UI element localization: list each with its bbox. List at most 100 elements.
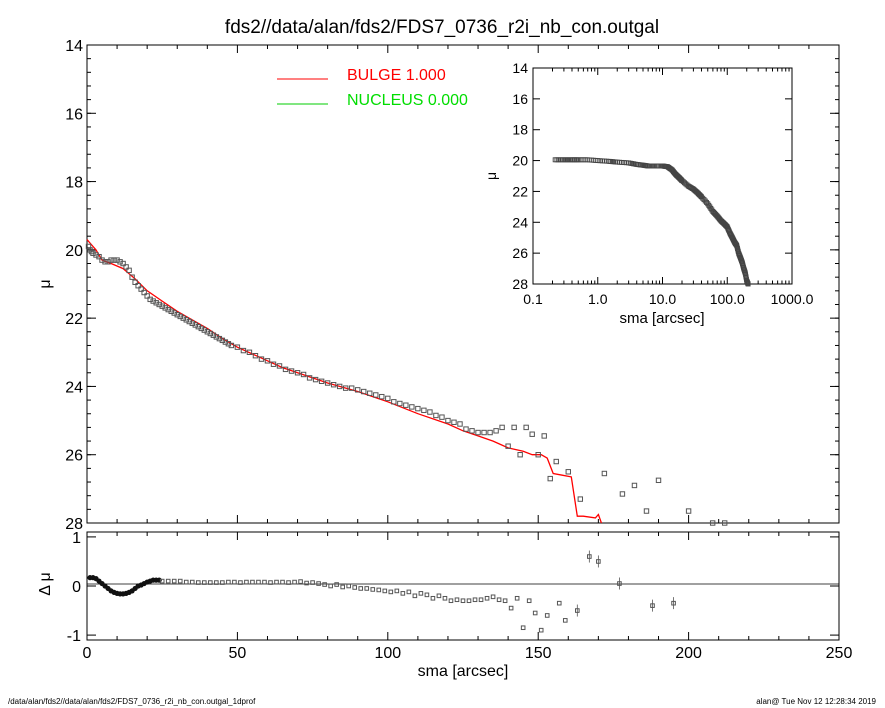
main-plot-frame [86,44,840,524]
inset-y-tick-label: 14 [512,60,528,76]
x-axis-label: sma [arcsec] [418,663,509,680]
data-point [324,380,331,386]
residual-series [87,550,676,633]
data-point [379,393,385,400]
residual-point [448,598,454,604]
inset-data-series [552,157,751,287]
inset-y-tick-label: 28 [512,276,528,292]
data-point [373,392,379,398]
inset-data-point [700,195,706,201]
x-tick-label: 200 [675,645,702,662]
residual-point [382,588,388,594]
residual-point [508,605,514,611]
data-point [487,429,493,436]
data-point [433,412,439,419]
inset-x-axis-label: sma [arcsec] [619,310,704,327]
residual-point [520,625,526,631]
data-point [144,293,150,299]
data-point [547,475,553,482]
residual-point [454,597,460,603]
main-y-tick-label: 26 [65,448,83,465]
inset-background [533,68,792,284]
data-point [457,421,463,427]
data-point [631,482,638,489]
residual-y-axis: -1 0 1 [67,530,839,645]
residual-point [538,627,544,633]
x-tick-label: 150 [525,645,552,662]
residual-point [226,579,231,585]
main-y-tick-label: 18 [65,175,83,192]
residual-point [466,598,472,604]
legend-nucleus-label: NUCLEUS 0.000 [347,92,468,109]
legend-bulge-label: BULGE 1.000 [347,67,446,84]
residual-point [394,588,400,594]
main-y-axis-label: μ [37,279,54,288]
data-point [306,375,313,381]
inset-y-tick-label: 18 [512,122,528,138]
residual-point [340,584,345,590]
data-point [132,279,138,285]
residual-point [442,595,448,601]
data-point [565,469,571,475]
residual-point [208,580,213,585]
inset-log-panel: 0.1 1.0 10.0 100.0 1000.0 14 16 18 20 22 24 26 28 μ… [483,60,814,327]
main-y-axis: 14 16 18 20 22 24 26 28 [65,38,839,533]
residual-point [556,600,562,606]
data-point [135,283,141,289]
observed-data-series [85,243,728,526]
main-y-tick-label: 20 [65,243,83,260]
residual-point [202,580,207,585]
data-point [367,390,373,396]
residual-point [256,579,261,585]
data-point [126,267,132,274]
residual-point [268,580,273,585]
x-tick-label: 50 [229,645,247,662]
legend: BULGE 1.000 NUCLEUS 0.000 [277,67,468,109]
footer-file-path: /data/alan/fds2//data/alan/fds2/FDS7_073… [8,697,256,706]
residual-point [232,579,237,585]
residual-point [292,579,297,585]
data-point [102,259,108,265]
data-point [529,431,535,437]
data-point [397,400,403,407]
main-y-tick-label: 24 [65,379,83,396]
data-point [240,347,247,354]
main-y-tick-label: 22 [65,311,83,328]
data-point [111,257,117,263]
inset-x-axis: 0.1 1.0 10.0 100.0 1000.0 [523,68,814,307]
data-point [108,257,114,263]
inset-data-point [701,197,707,203]
residual-point [484,595,490,601]
main-y-tick-label: 16 [65,106,83,123]
inset-y-axis-label: μ [483,172,499,180]
residual-point [436,593,442,599]
residual-point [286,580,291,585]
main-x-axis [86,45,840,523]
residual-point [244,579,249,585]
data-point [361,388,367,395]
inset-y-tick-label: 24 [512,214,528,230]
inset-y-tick-label: 20 [512,153,528,169]
residual-point [159,578,165,584]
data-point [655,477,662,484]
data-point [282,366,289,373]
data-point [312,376,319,383]
data-point [391,399,397,405]
data-point [85,243,92,250]
residual-point [562,618,568,623]
data-point [234,344,241,350]
residual-point [328,583,333,589]
data-point [123,264,129,270]
residual-y-tick-label: 0 [72,579,81,596]
residual-point [310,580,315,585]
main-y-tick-label: 28 [65,516,83,533]
data-point [481,429,487,436]
data-point [276,363,283,369]
data-point [294,370,301,376]
data-point [342,385,349,391]
residual-point [156,577,162,583]
data-point [451,419,457,425]
residual-point [418,591,424,596]
residual-point [460,598,466,604]
data-point [493,428,499,434]
